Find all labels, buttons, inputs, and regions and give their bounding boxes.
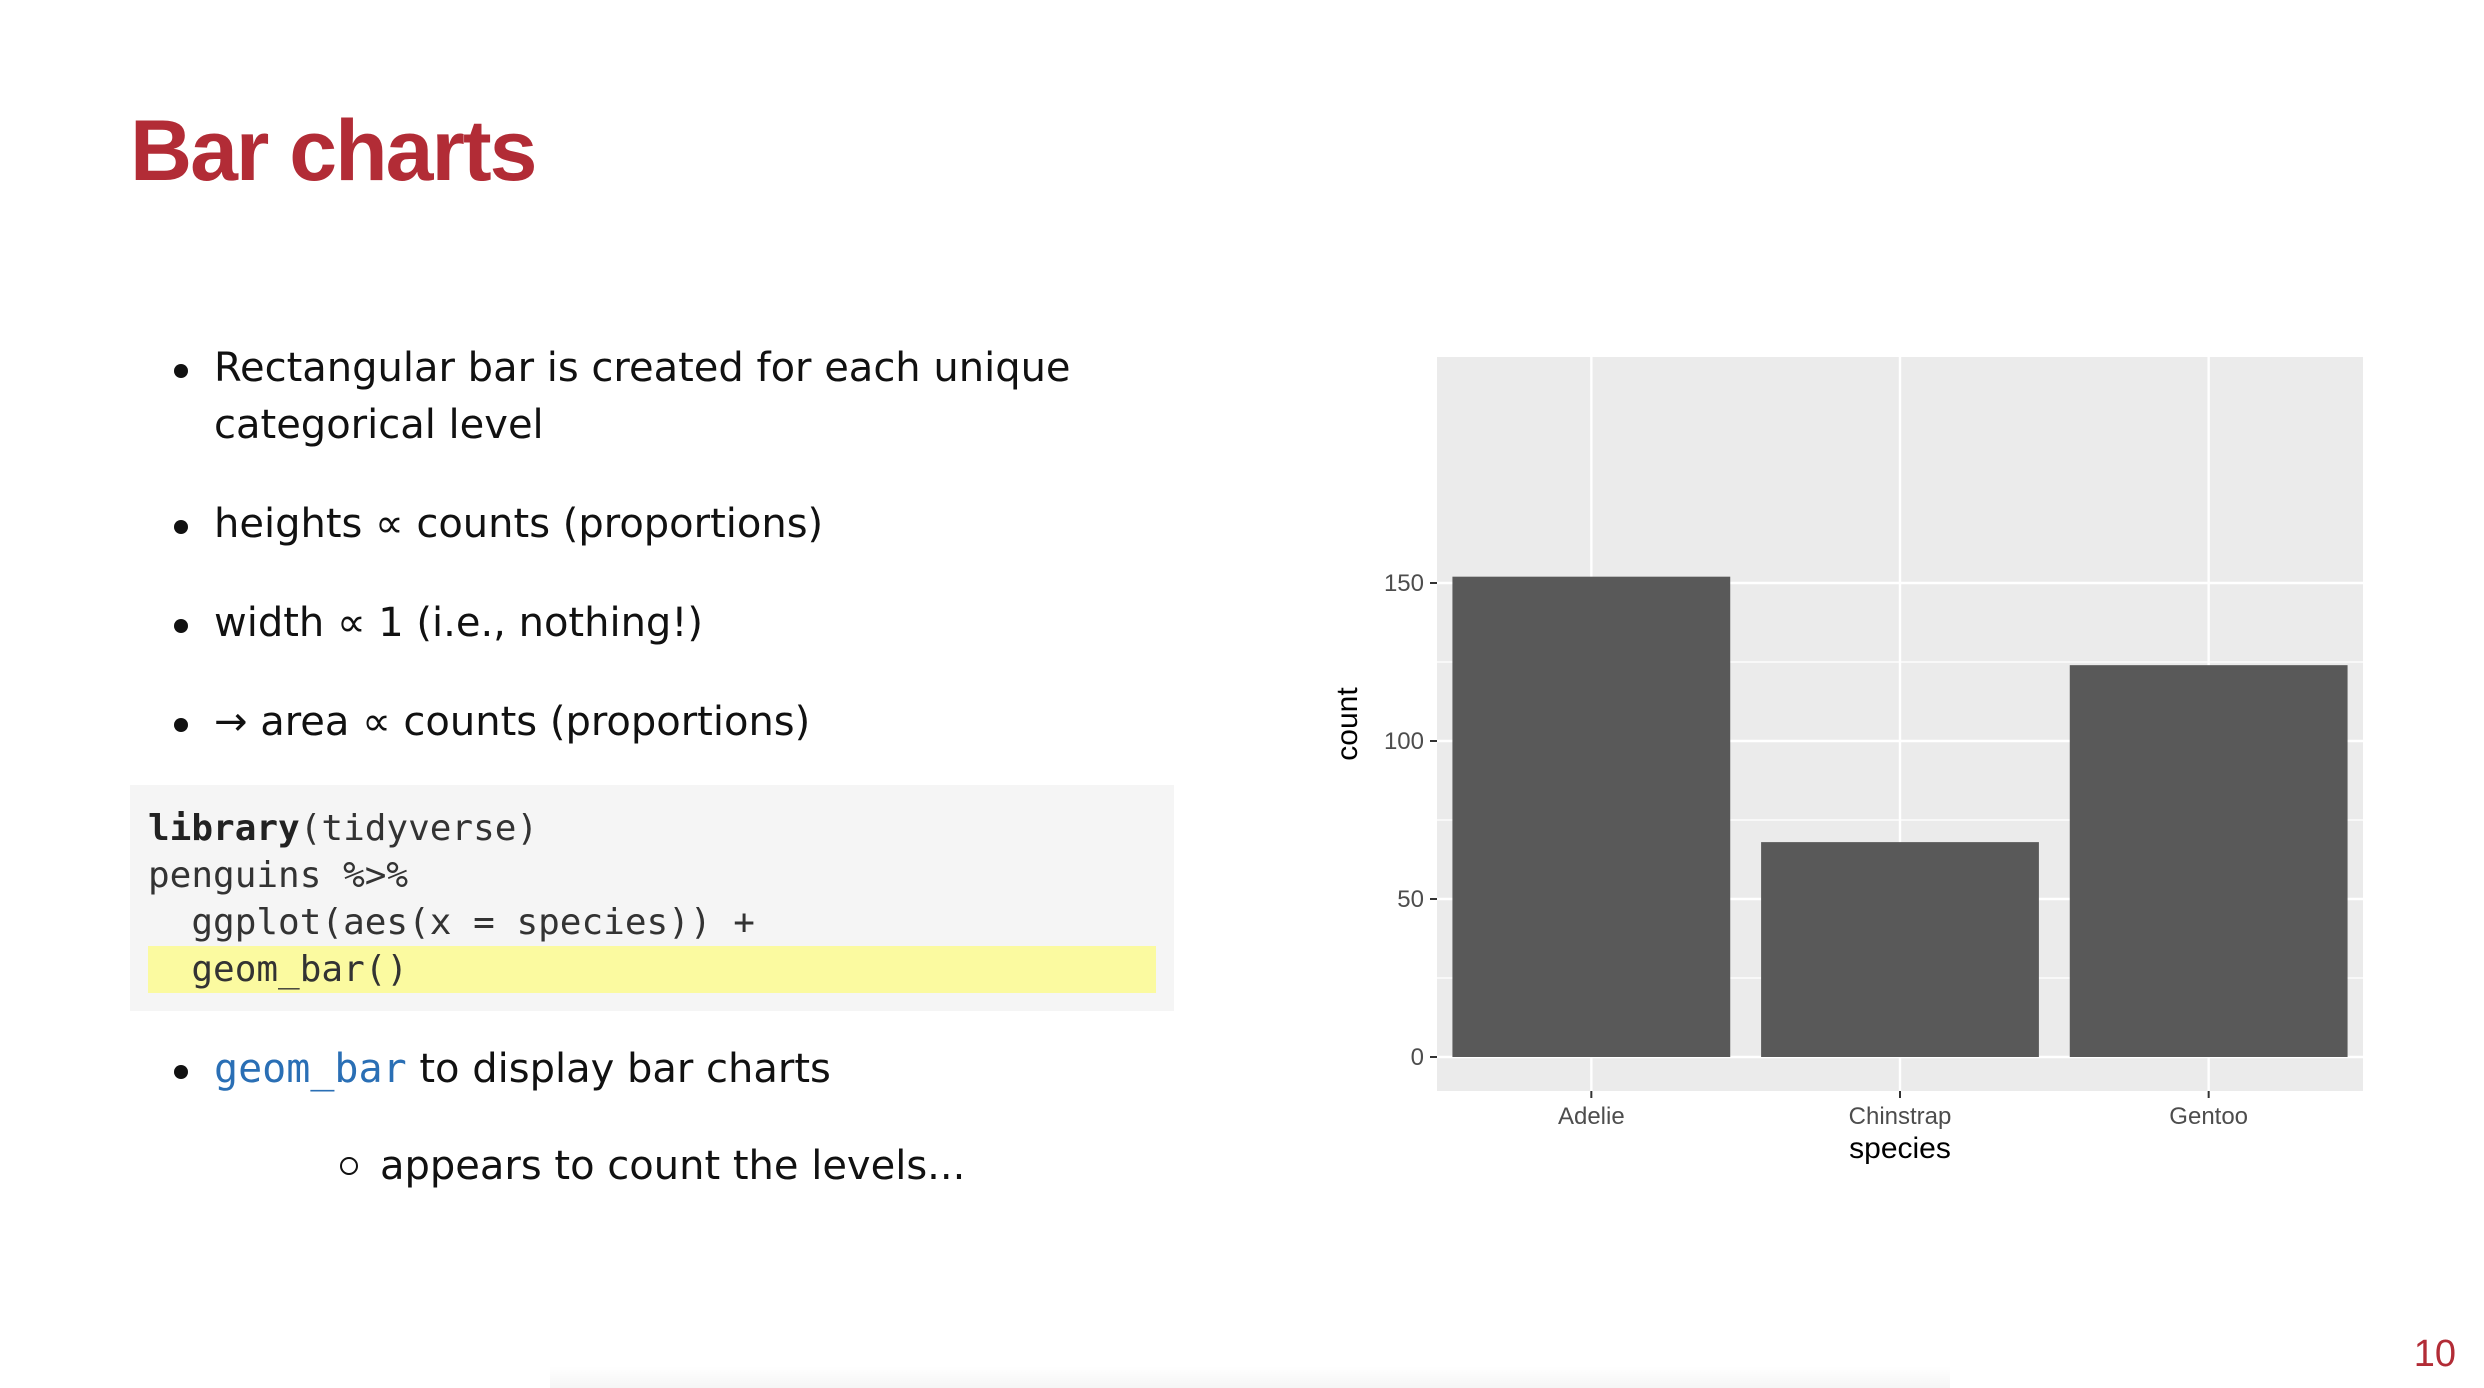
slide-title: Bar charts (130, 103, 537, 199)
code-text: (tidyverse) (299, 808, 539, 849)
bullet-item: Rectangular bar is created for each uniq… (130, 340, 1180, 454)
code-line: library(tidyverse) (148, 805, 1156, 852)
x-tick-label: Adelie (1558, 1103, 1625, 1130)
y-tick-label: 150 (1384, 570, 1424, 597)
x-tick-label: Gentoo (2169, 1103, 2248, 1130)
highlighted-code-line: geom_bar() (148, 946, 1156, 993)
bullet-item: width ∝ 1 (i.e., nothing!) (130, 595, 1180, 652)
bullet-text: to display bar charts (406, 1046, 831, 1092)
y-axis-title: count (1331, 687, 1364, 761)
bullet-dot-icon (174, 619, 188, 633)
bar (1452, 576, 1731, 1057)
sub-bullet-circle-icon (340, 1157, 358, 1175)
left-column: Rectangular bar is created for each uniq… (130, 340, 1180, 1195)
y-tick-label: 100 (1384, 728, 1424, 755)
bullet-text: → area ∝ counts (proportions) (214, 699, 811, 745)
inline-code: geom_bar (214, 1046, 407, 1092)
sub-bullet-list: appears to count the levels... (214, 1138, 1180, 1195)
bullet-text: heights ∝ counts (proportions) (214, 501, 824, 547)
footer-shadow (550, 1366, 1950, 1388)
bullet-text: Rectangular bar is created for each uniq… (214, 345, 1071, 448)
sub-bullet-text: appears to count the levels... (380, 1143, 966, 1189)
bullet-dot-icon (174, 718, 188, 732)
x-axis-title: species (1849, 1132, 1951, 1165)
bullet-list: Rectangular bar is created for each uniq… (130, 340, 1180, 751)
bullet-dot-icon (174, 1065, 188, 1079)
bullet-item: geom_bar to display bar charts appears t… (130, 1041, 1180, 1195)
x-tick-label: Chinstrap (1849, 1103, 1952, 1130)
code-line: penguins %>% (148, 855, 409, 896)
bar (2069, 665, 2348, 1057)
code-line: ggplot(aes(x = species)) + (148, 902, 755, 943)
bullet-text: width ∝ 1 (i.e., nothing!) (214, 600, 703, 646)
y-tick-label: 50 (1397, 886, 1424, 913)
bullet-item: heights ∝ counts (proportions) (130, 496, 1180, 553)
bar-chart-svg: 0 50 100 150 Adelie Chinstrap Gentoo species cou… (1331, 357, 2363, 1165)
sub-bullet-item: appears to count the levels... (214, 1138, 1180, 1195)
bullet-item: → area ∝ counts (proportions) (130, 694, 1180, 751)
code-keyword: library (148, 808, 300, 849)
bullet-dot-icon (174, 520, 188, 534)
bullet-list-2: geom_bar to display bar charts appears t… (130, 1041, 1180, 1195)
bullet-dot-icon (174, 364, 188, 378)
page-number: 10 (2413, 1333, 2456, 1375)
bar-chart: 0 50 100 150 Adelie Chinstrap Gentoo species cou… (1300, 340, 2380, 1204)
code-block: library(tidyverse) penguins %>% ggplot(a… (130, 785, 1174, 1011)
bar (1761, 842, 2039, 1057)
y-tick-label: 0 (1411, 1044, 1424, 1071)
